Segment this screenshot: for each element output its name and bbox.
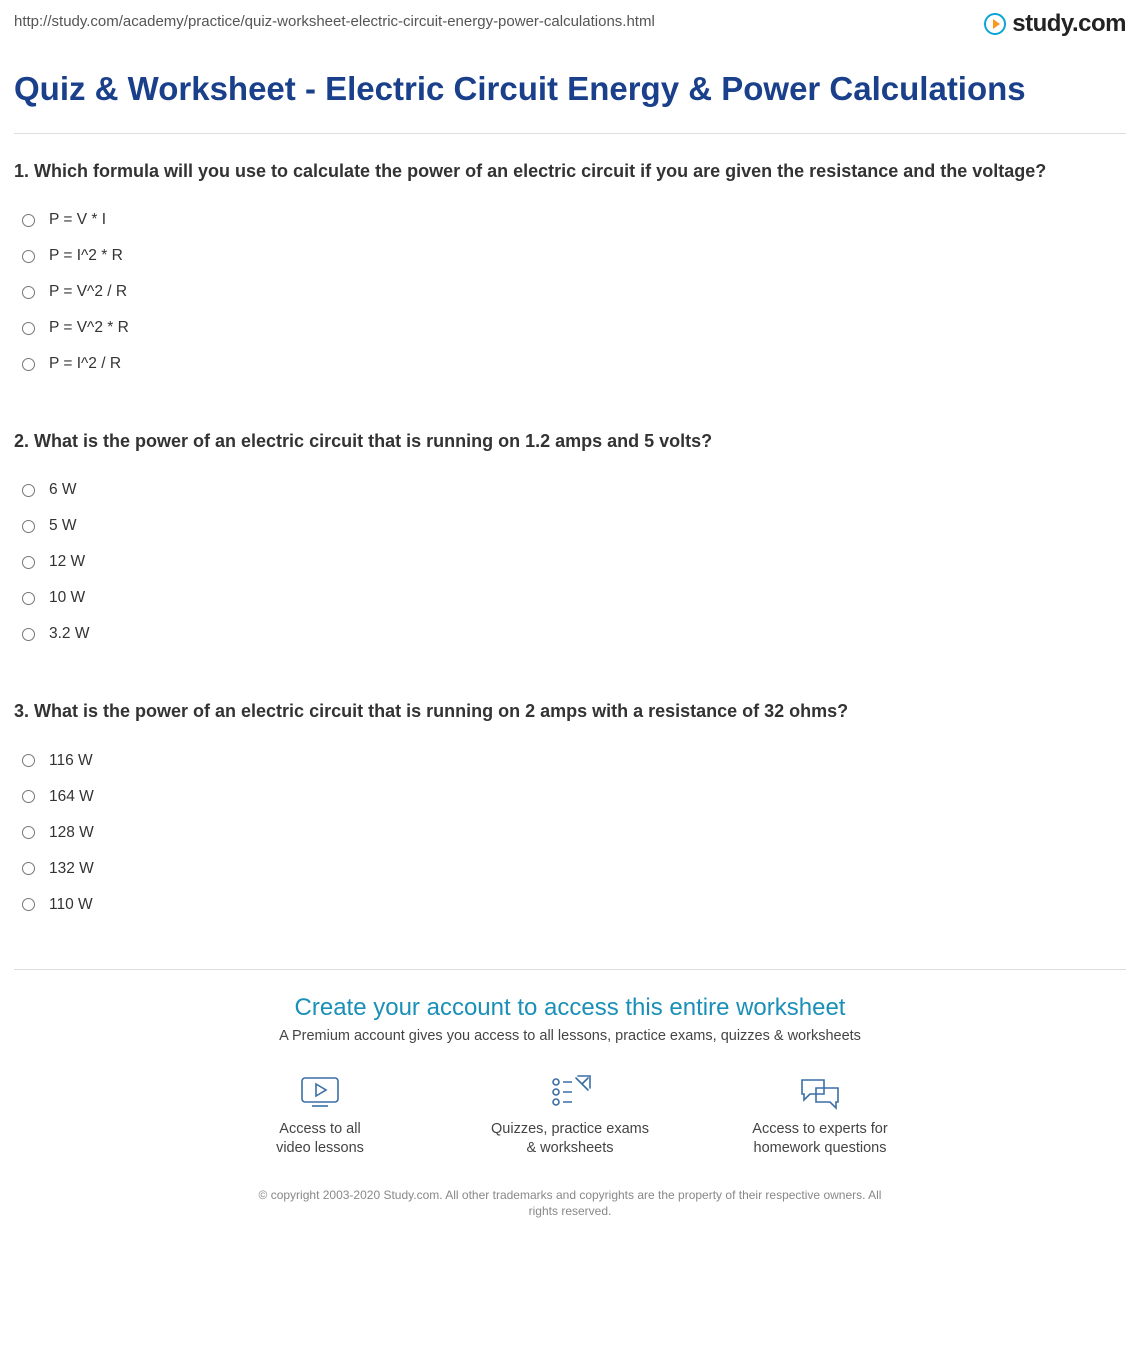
- question-block: 2. What is the power of an electric circ…: [14, 428, 1126, 652]
- option-label: 110 W: [49, 896, 93, 914]
- option-row[interactable]: 132 W: [14, 851, 1126, 887]
- option-row[interactable]: 116 W: [14, 743, 1126, 779]
- cta-title: Create your account to access this entir…: [14, 994, 1126, 1022]
- option-label: 132 W: [49, 860, 94, 878]
- logo[interactable]: study.com: [984, 10, 1126, 38]
- cta-subtitle: A Premium account gives you access to al…: [14, 1028, 1126, 1044]
- question-text: 1. Which formula will you use to calcula…: [14, 158, 1126, 184]
- option-row[interactable]: 164 W: [14, 779, 1126, 815]
- play-badge-icon: [984, 13, 1006, 35]
- quiz-icon: [548, 1074, 592, 1110]
- option-row[interactable]: 3.2 W: [14, 616, 1126, 652]
- option-label: P = V^2 * R: [49, 319, 129, 337]
- option-label: 10 W: [49, 589, 85, 607]
- header-row: http://study.com/academy/practice/quiz-w…: [14, 10, 1126, 38]
- option-label: P = V^2 / R: [49, 283, 127, 301]
- option-label: P = I^2 / R: [49, 355, 121, 373]
- benefit-line-2: homework questions: [754, 1139, 887, 1159]
- question-text: 3. What is the power of an electric circ…: [14, 698, 1126, 724]
- option-label: P = I^2 * R: [49, 247, 123, 265]
- bottom-divider: [14, 969, 1126, 970]
- option-label: 128 W: [49, 824, 94, 842]
- option-row[interactable]: P = V^2 / R: [14, 274, 1126, 310]
- option-label: 12 W: [49, 553, 85, 571]
- option-radio[interactable]: [22, 322, 35, 335]
- benefit-line-2: video lessons: [276, 1139, 364, 1159]
- benefit-line-1: Access to experts for: [752, 1120, 887, 1140]
- benefit-line-1: Access to all: [279, 1120, 360, 1140]
- option-radio[interactable]: [22, 754, 35, 767]
- option-row[interactable]: 128 W: [14, 815, 1126, 851]
- option-radio[interactable]: [22, 628, 35, 641]
- option-radio[interactable]: [22, 862, 35, 875]
- option-radio[interactable]: [22, 214, 35, 227]
- option-radio[interactable]: [22, 286, 35, 299]
- question-block: 1. Which formula will you use to calcula…: [14, 158, 1126, 382]
- option-radio[interactable]: [22, 826, 35, 839]
- option-radio[interactable]: [22, 592, 35, 605]
- video-icon: [298, 1074, 342, 1110]
- option-radio[interactable]: [22, 484, 35, 497]
- option-label: 5 W: [49, 517, 77, 535]
- option-row[interactable]: 12 W: [14, 544, 1126, 580]
- option-row[interactable]: P = I^2 / R: [14, 346, 1126, 382]
- option-radio[interactable]: [22, 358, 35, 371]
- option-row[interactable]: 10 W: [14, 580, 1126, 616]
- option-row[interactable]: P = V * I: [14, 202, 1126, 238]
- option-row[interactable]: 6 W: [14, 472, 1126, 508]
- option-label: P = V * I: [49, 211, 106, 229]
- option-row[interactable]: P = V^2 * R: [14, 310, 1126, 346]
- option-row[interactable]: P = I^2 * R: [14, 238, 1126, 274]
- option-radio[interactable]: [22, 556, 35, 569]
- option-label: 116 W: [49, 752, 93, 770]
- chat-icon: [798, 1074, 842, 1110]
- cta-section: Create your account to access this entir…: [14, 994, 1126, 1221]
- logo-text: study.com: [1012, 10, 1126, 38]
- option-label: 3.2 W: [49, 625, 89, 643]
- option-radio[interactable]: [22, 898, 35, 911]
- option-label: 6 W: [49, 481, 77, 499]
- page-title: Quiz & Worksheet - Electric Circuit Ener…: [14, 68, 1126, 109]
- option-row[interactable]: 5 W: [14, 508, 1126, 544]
- benefit-quizzes: Quizzes, practice exams & worksheets: [480, 1074, 660, 1159]
- option-row[interactable]: 110 W: [14, 887, 1126, 923]
- benefit-line-1: Quizzes, practice exams: [491, 1120, 649, 1140]
- benefit-video-lessons: Access to all video lessons: [230, 1074, 410, 1159]
- page-url: http://study.com/academy/practice/quiz-w…: [14, 10, 655, 30]
- copyright-text: © copyright 2003-2020 Study.com. All oth…: [250, 1187, 890, 1221]
- option-radio[interactable]: [22, 790, 35, 803]
- title-divider: [14, 133, 1126, 134]
- question-block: 3. What is the power of an electric circ…: [14, 698, 1126, 922]
- benefit-line-2: & worksheets: [526, 1139, 613, 1159]
- question-text: 2. What is the power of an electric circ…: [14, 428, 1126, 454]
- option-radio[interactable]: [22, 250, 35, 263]
- option-radio[interactable]: [22, 520, 35, 533]
- benefits-row: Access to all video lessons Quizzes, pra…: [14, 1074, 1126, 1159]
- benefit-experts: Access to experts for homework questions: [730, 1074, 910, 1159]
- option-label: 164 W: [49, 788, 94, 806]
